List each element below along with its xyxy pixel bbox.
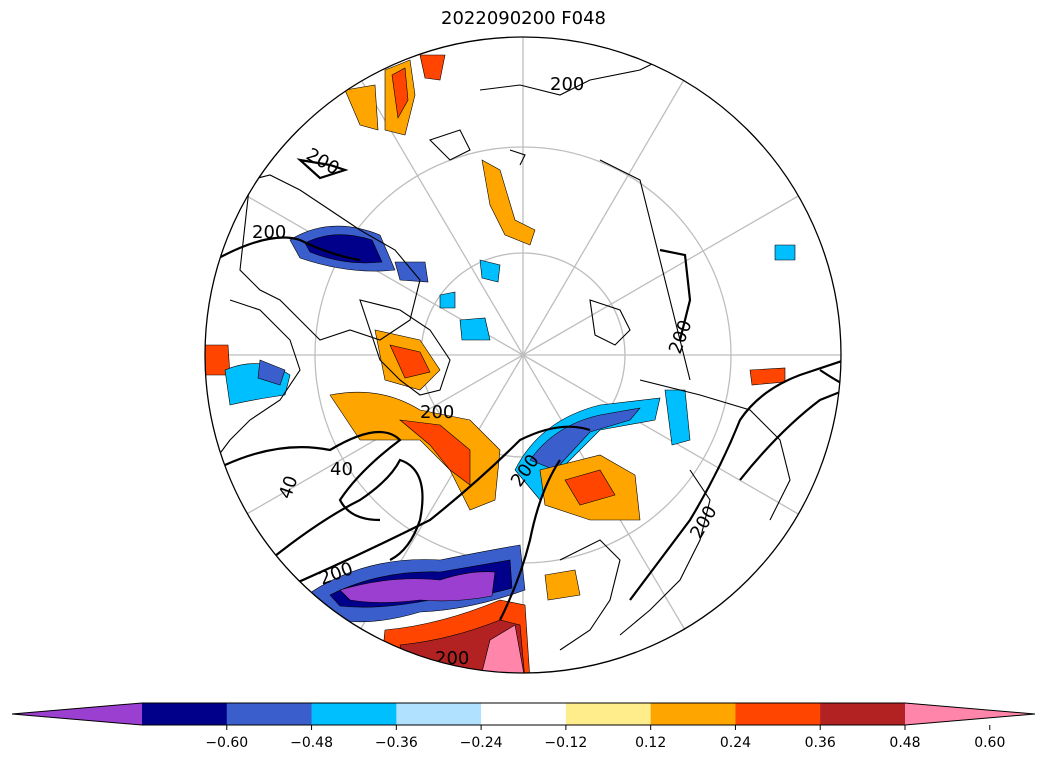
map-boundary	[204, 36, 842, 674]
colorbar-segment	[142, 703, 228, 725]
colorbar-tick-label: 0.24	[720, 735, 751, 751]
colorbar-tick-label: −0.48	[290, 735, 333, 751]
colorbar-segment	[226, 703, 313, 725]
contour-label: 40	[275, 473, 303, 502]
anomaly-shading	[205, 54, 796, 673]
colorbar-tick-label: −0.12	[544, 735, 587, 751]
colorbar-segment	[311, 703, 397, 725]
colorbar-outline	[11, 702, 1036, 726]
map-title: 2022090200 F048	[441, 8, 606, 29]
contour-label-group: 200 200 200 200 200 40 40 200 200 200 20…	[252, 74, 722, 669]
contour-label: 200	[686, 502, 721, 542]
contour-label: 200	[435, 648, 469, 669]
contour-label: 200	[420, 402, 454, 423]
colorbar-tick-label: −0.60	[205, 735, 248, 751]
colorbar-extend-min	[12, 703, 142, 725]
colorbar-extend-max	[905, 703, 1035, 725]
colorbar-segment	[396, 703, 482, 725]
colorbar-segment	[481, 703, 567, 725]
polar-map: 200 200 200 200 200 40 40 200 200 200 20…	[204, 36, 842, 674]
contour-label: 40	[330, 459, 353, 480]
colorbar-tick-label: 0.12	[635, 735, 666, 751]
colorbar-tick-label: −0.24	[460, 735, 503, 751]
colorbar-segment	[820, 703, 906, 725]
colorbar-segment	[650, 703, 736, 725]
contour-label: 200	[550, 74, 584, 95]
colorbar-segment	[735, 703, 821, 725]
colorbar-segment	[565, 703, 652, 725]
colorbar-tick-label: 0.60	[974, 735, 1005, 751]
contour-label: 200	[303, 144, 343, 179]
colorbar-tick-label: −0.36	[375, 735, 418, 751]
contour-label: 200	[252, 222, 286, 243]
colorbar-tick-label: 0.48	[889, 735, 920, 751]
colorbar-tick-label: 0.36	[805, 735, 836, 751]
contour-label: 200	[665, 317, 696, 356]
map-field: 200 200 200 200 200 40 40 200 200 200 20…	[205, 37, 841, 673]
